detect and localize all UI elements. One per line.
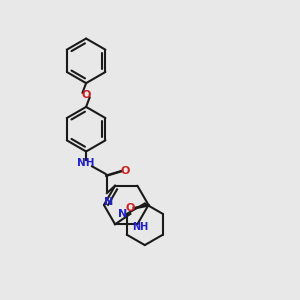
Text: N: N [118, 209, 127, 219]
Text: NH: NH [77, 158, 95, 168]
Text: O: O [120, 166, 129, 176]
Text: N: N [104, 197, 113, 207]
Text: NH: NH [132, 222, 148, 232]
Text: O: O [126, 203, 135, 213]
Text: O: O [81, 90, 91, 100]
